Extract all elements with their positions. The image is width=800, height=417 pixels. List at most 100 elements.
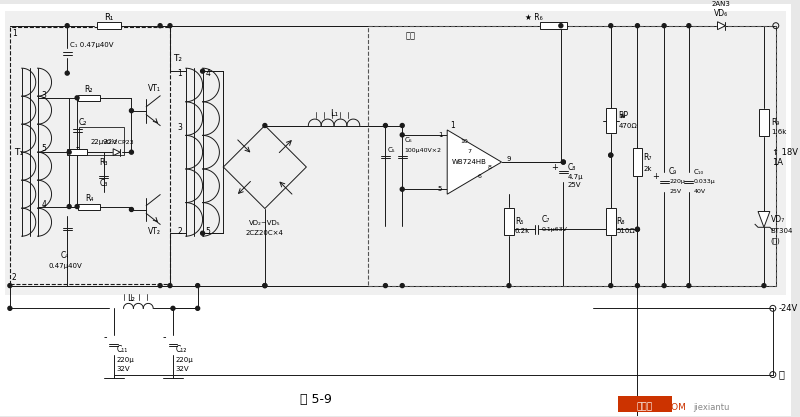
Text: C₉: C₉ [669,168,678,176]
Text: 2CZ20C×4: 2CZ20C×4 [246,230,284,236]
Bar [540,22,567,29]
Text: 32V: 32V [176,366,190,372]
Circle shape [201,231,205,235]
Text: BT304: BT304 [771,228,794,234]
Text: -: - [162,332,166,342]
Circle shape [635,24,639,28]
Text: 470Ω: 470Ω [618,123,638,128]
Text: C₁₀: C₁₀ [694,169,704,175]
Circle shape [75,205,79,208]
Text: 4.7μ: 4.7μ [567,174,583,180]
Text: C₂: C₂ [79,118,87,127]
Text: 6.2k: 6.2k [515,228,530,234]
Text: WB724HB: WB724HB [452,159,487,165]
Text: 220μ: 220μ [176,357,194,363]
Circle shape [67,150,71,154]
Circle shape [66,24,69,28]
Text: VT₁: VT₁ [148,84,161,93]
Text: jiexiantu: jiexiantu [694,403,730,412]
Circle shape [158,24,162,28]
Text: 40V: 40V [694,189,706,194]
Text: 3: 3 [177,123,182,132]
Circle shape [400,133,404,137]
Bar [78,95,100,101]
Bar [633,148,642,176]
Text: R₇: R₇ [643,153,652,162]
Text: C₈: C₈ [567,163,576,171]
Circle shape [168,24,172,28]
Bar [78,203,100,209]
Polygon shape [758,211,770,227]
Text: VD₂~VD₅: VD₂~VD₅ [249,220,281,226]
Polygon shape [447,130,502,194]
Text: 1: 1 [450,121,454,130]
Bar [79,128,123,155]
Text: +: + [551,163,558,171]
Text: 25V: 25V [567,182,581,188]
Circle shape [383,284,387,288]
Text: RP: RP [618,111,629,120]
Text: .COM: .COM [662,403,686,412]
Text: 6: 6 [478,174,482,179]
Circle shape [400,187,404,191]
Circle shape [263,284,267,288]
Text: C₅: C₅ [387,147,395,153]
Text: T₁: T₁ [14,148,23,157]
Text: 5: 5 [206,227,210,236]
Text: 2: 2 [12,273,17,282]
Circle shape [687,284,691,288]
Text: 25V: 25V [669,189,681,194]
Circle shape [168,284,172,288]
Text: C₇: C₇ [542,215,550,224]
Text: R₃: R₃ [99,158,108,166]
Text: ★ R₆: ★ R₆ [525,13,542,22]
Text: 1.6k: 1.6k [771,129,786,136]
Circle shape [8,306,12,310]
Text: -24V: -24V [778,304,798,313]
Text: 3: 3 [42,91,46,100]
Text: 地: 地 [778,369,785,379]
Text: 图 5-9: 图 5-9 [300,393,332,406]
Text: 2k: 2k [643,166,652,172]
Text: 7: 7 [467,149,471,154]
Text: 8: 8 [487,165,491,169]
Text: 220μ: 220μ [117,357,134,363]
Circle shape [171,306,175,310]
Polygon shape [718,22,726,30]
Text: +: + [652,172,659,181]
Text: 32V: 32V [117,366,130,372]
Circle shape [130,208,134,211]
Text: 510Ω: 510Ω [617,228,635,234]
Text: L₂: L₂ [127,294,135,303]
Circle shape [130,109,134,113]
Polygon shape [113,149,120,156]
Circle shape [8,284,12,288]
Text: 5: 5 [42,144,46,153]
Circle shape [383,123,387,128]
Bar [368,26,776,286]
Text: 1: 1 [177,69,182,78]
Circle shape [609,24,613,28]
Circle shape [762,284,766,288]
Text: 2AN3: 2AN3 [712,1,731,7]
Text: R₁: R₁ [104,13,114,22]
Circle shape [559,24,563,28]
Circle shape [609,153,613,157]
Circle shape [635,227,639,231]
Circle shape [400,284,404,288]
Bar [618,396,672,412]
Text: C₁₁: C₁₁ [117,345,128,354]
Circle shape [66,71,69,75]
Circle shape [662,284,666,288]
Circle shape [67,205,71,208]
Text: C₄: C₄ [61,251,70,261]
Text: 1: 1 [12,29,17,38]
Text: ↑ 18V: ↑ 18V [772,148,798,157]
Text: C₃: C₃ [99,179,108,188]
Text: 接线图: 接线图 [636,403,653,412]
Text: R₄: R₄ [85,194,93,203]
Text: 1A: 1A [772,158,783,166]
Circle shape [130,150,134,154]
Text: 1: 1 [438,132,442,138]
Circle shape [201,69,205,73]
